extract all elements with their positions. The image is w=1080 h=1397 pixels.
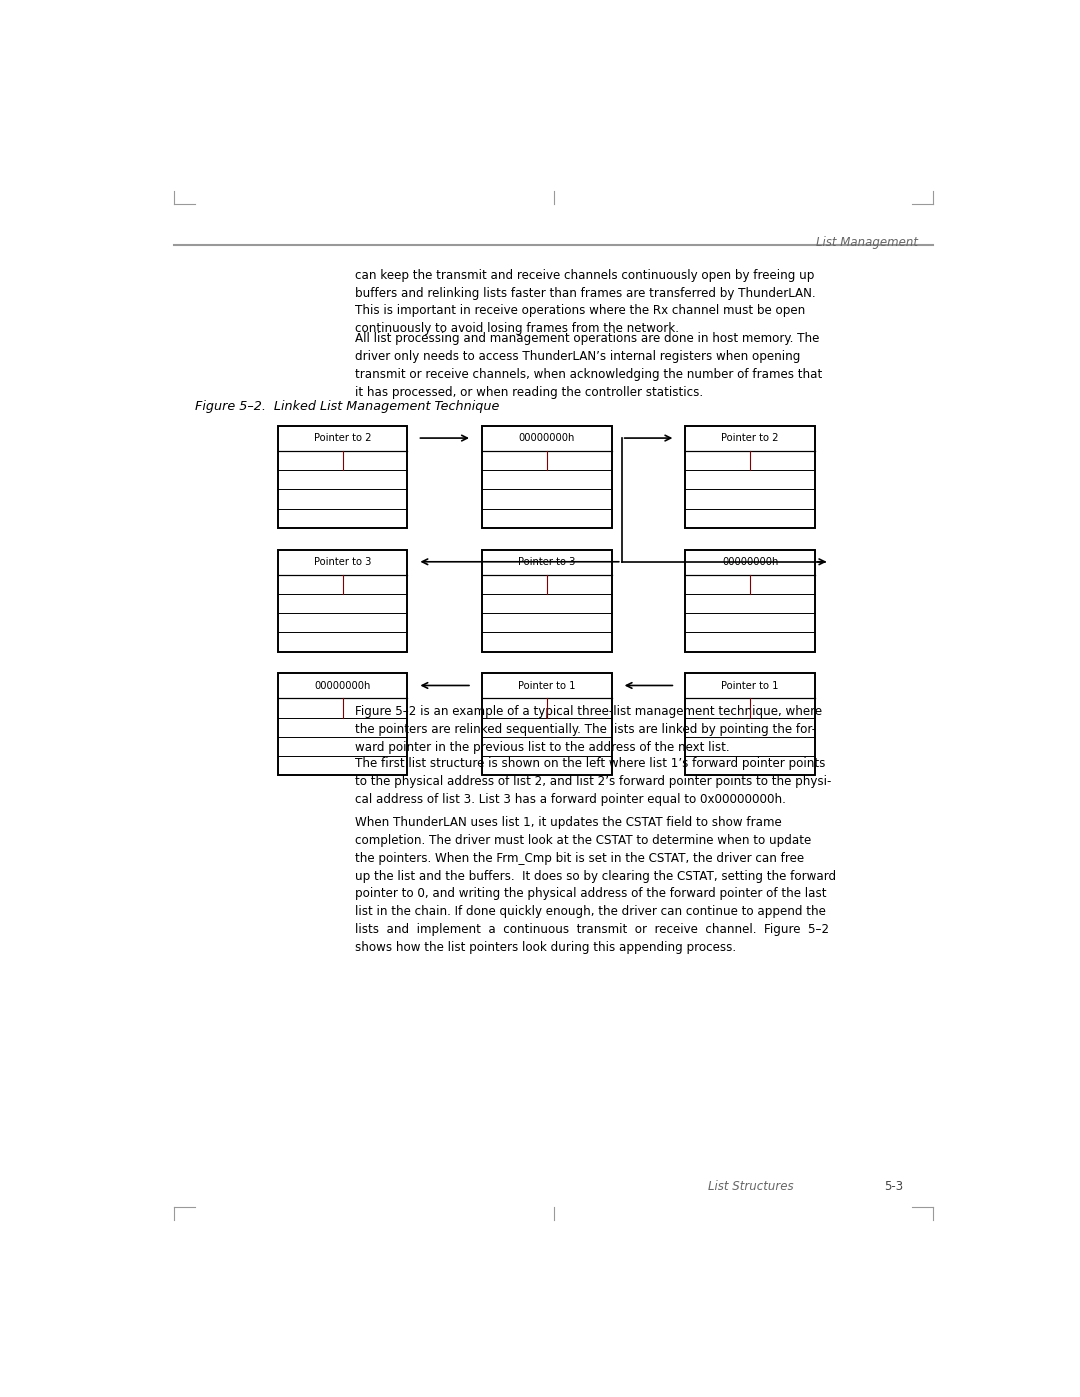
Text: Figure 5–2.  Linked List Management Technique: Figure 5–2. Linked List Management Techn… (195, 400, 500, 414)
Text: All list processing and management operations are done in host memory. The
drive: All list processing and management opera… (355, 332, 822, 398)
Text: 00000000h: 00000000h (518, 433, 575, 443)
Text: Pointer to 3: Pointer to 3 (314, 557, 372, 567)
Text: 00000000h: 00000000h (723, 557, 779, 567)
Bar (482, 426, 611, 528)
Bar (278, 549, 407, 651)
Bar (686, 549, 815, 651)
Bar (482, 549, 611, 651)
Text: Pointer to 1: Pointer to 1 (518, 680, 576, 690)
Text: When ThunderLAN uses list 1, it updates the CSTAT field to show frame
completion: When ThunderLAN uses list 1, it updates … (355, 816, 836, 954)
Bar (686, 426, 815, 528)
Text: The first list structure is shown on the left where list 1’s forward pointer poi: The first list structure is shown on the… (355, 757, 832, 806)
Bar (278, 673, 407, 775)
Text: 00000000h: 00000000h (314, 680, 370, 690)
Text: 5-3: 5-3 (885, 1180, 903, 1193)
Text: List Structures: List Structures (708, 1180, 794, 1193)
Text: Pointer to 2: Pointer to 2 (721, 433, 779, 443)
Bar (686, 673, 815, 775)
Bar (482, 673, 611, 775)
Text: Pointer to 2: Pointer to 2 (314, 433, 372, 443)
Text: Pointer to 1: Pointer to 1 (721, 680, 779, 690)
Bar (278, 426, 407, 528)
Text: can keep the transmit and receive channels continuously open by freeing up
buffe: can keep the transmit and receive channe… (355, 268, 815, 335)
Text: Pointer to 3: Pointer to 3 (518, 557, 576, 567)
Text: List Management: List Management (815, 236, 918, 250)
Text: Figure 5–2 is an example of a typical three-list management technique, where
the: Figure 5–2 is an example of a typical th… (355, 705, 822, 754)
